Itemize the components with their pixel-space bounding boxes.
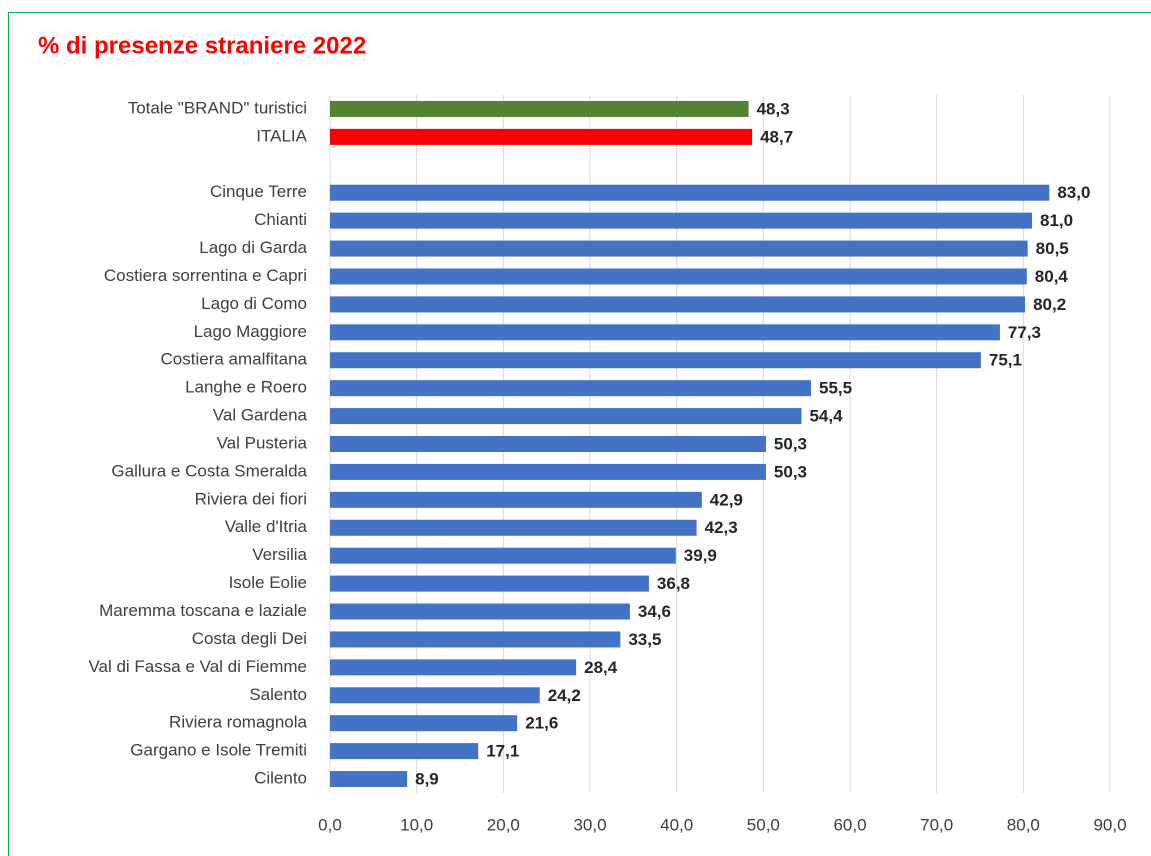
y-tick-label: Val Gardena bbox=[213, 406, 308, 425]
value-label: 36,8 bbox=[657, 574, 690, 593]
y-tick-label: Valle d'Itria bbox=[225, 517, 308, 536]
value-label: 80,4 bbox=[1035, 267, 1069, 286]
bar bbox=[330, 324, 1000, 341]
y-tick-label: Riviera romagnola bbox=[169, 713, 307, 732]
y-tick-label: Lago Maggiore bbox=[194, 322, 307, 341]
bar bbox=[330, 659, 577, 676]
y-tick-label: Costiera sorrentina e Capri bbox=[104, 266, 307, 285]
x-tick-label: 50,0 bbox=[747, 815, 780, 834]
x-tick-label: 90,0 bbox=[1093, 815, 1126, 834]
value-label: 24,2 bbox=[548, 686, 581, 705]
value-label: 42,9 bbox=[710, 490, 743, 509]
bar bbox=[330, 687, 540, 704]
y-tick-label: Langhe e Roero bbox=[185, 378, 307, 397]
x-tick-label: 40,0 bbox=[660, 815, 693, 834]
value-label: 80,2 bbox=[1033, 295, 1066, 314]
x-tick-label: 10,0 bbox=[400, 815, 433, 834]
bar bbox=[330, 128, 753, 145]
bar bbox=[330, 743, 479, 760]
y-tick-label: ITALIA bbox=[256, 126, 307, 145]
bar bbox=[330, 100, 749, 117]
y-tick-label: Gallura e Costa Smeralda bbox=[111, 461, 307, 480]
value-label: 34,6 bbox=[638, 602, 671, 621]
value-label: 83,0 bbox=[1057, 183, 1090, 202]
value-label: 54,4 bbox=[809, 407, 843, 426]
x-tick-label: 0,0 bbox=[318, 815, 342, 834]
x-tick-label: 30,0 bbox=[573, 815, 606, 834]
value-label: 80,5 bbox=[1036, 239, 1069, 258]
bar bbox=[330, 436, 766, 452]
value-label: 77,3 bbox=[1008, 323, 1041, 342]
y-tick-label: Versilia bbox=[252, 545, 307, 564]
y-tick-label: Costiera amalfitana bbox=[161, 350, 308, 369]
y-tick-label: Chianti bbox=[254, 210, 307, 229]
y-tick-label: Isole Eolie bbox=[229, 573, 307, 592]
bar bbox=[330, 463, 766, 480]
y-tick-label: Cilento bbox=[254, 769, 307, 788]
y-tick-label: Totale "BRAND" turistici bbox=[128, 98, 307, 117]
value-label: 55,5 bbox=[819, 379, 852, 398]
bar bbox=[330, 491, 702, 508]
y-tick-label: Val di Fassa e Val di Fiemme bbox=[88, 657, 307, 676]
bar bbox=[330, 296, 1026, 313]
bar bbox=[330, 575, 649, 592]
y-tick-label: Riviera dei fiori bbox=[195, 489, 307, 508]
x-tick-label: 70,0 bbox=[920, 815, 953, 834]
y-tick-label: Lago di Garda bbox=[199, 238, 307, 257]
value-label: 21,6 bbox=[525, 714, 558, 733]
value-label: 48,3 bbox=[757, 99, 790, 118]
x-tick-label: 80,0 bbox=[1007, 815, 1040, 834]
value-label: 50,3 bbox=[774, 434, 807, 453]
x-tick-label: 60,0 bbox=[833, 815, 866, 834]
y-tick-label: Maremma toscana e laziale bbox=[99, 601, 307, 620]
bar bbox=[330, 519, 697, 536]
bar bbox=[330, 547, 676, 564]
bar bbox=[330, 771, 408, 788]
bar bbox=[330, 603, 630, 620]
bar bbox=[330, 715, 518, 732]
bar bbox=[330, 408, 802, 425]
bar bbox=[330, 240, 1028, 257]
value-label: 28,4 bbox=[584, 658, 618, 677]
bar bbox=[330, 212, 1032, 229]
y-tick-label: Val Pusteria bbox=[217, 433, 308, 452]
x-tick-label: 20,0 bbox=[487, 815, 520, 834]
value-label: 81,0 bbox=[1040, 211, 1073, 230]
chart-title: % di presenze straniere 2022 bbox=[38, 32, 366, 59]
value-label: 48,7 bbox=[760, 127, 793, 146]
bar bbox=[330, 268, 1027, 285]
bar bbox=[330, 352, 981, 369]
value-label: 75,1 bbox=[989, 351, 1022, 370]
y-tick-label: Gargano e Isole Tremiti bbox=[130, 741, 307, 760]
bar bbox=[330, 380, 811, 397]
y-tick-label: Lago di Como bbox=[201, 294, 307, 313]
value-label: 50,3 bbox=[774, 462, 807, 481]
y-tick-label: Salento bbox=[249, 685, 307, 704]
y-tick-label: Costa degli Dei bbox=[192, 629, 307, 648]
frame bbox=[8, 12, 1151, 856]
value-label: 17,1 bbox=[486, 742, 519, 761]
y-tick-label: Cinque Terre bbox=[210, 182, 307, 201]
bar bbox=[330, 184, 1050, 201]
value-label: 33,5 bbox=[628, 630, 661, 649]
bar bbox=[330, 631, 621, 648]
value-label: 8,9 bbox=[415, 770, 439, 789]
value-label: 39,9 bbox=[684, 546, 717, 565]
value-label: 42,3 bbox=[705, 518, 738, 537]
